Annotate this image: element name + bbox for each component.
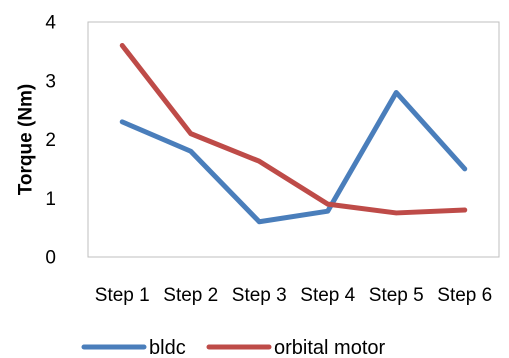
x-tick-label-4: Step 5 — [369, 285, 424, 306]
y-axis-ticks: 0 1 2 3 4 — [45, 13, 56, 269]
y-tick-label-4: 4 — [45, 13, 56, 34]
series-line-0 — [119, 90, 468, 225]
x-tick-label-2: Step 3 — [232, 285, 287, 306]
y-tick-label-1: 1 — [45, 189, 56, 210]
series-lines — [119, 43, 468, 225]
legend-label-1: orbital motor — [274, 337, 385, 358]
series-line-1 — [119, 43, 468, 216]
x-tick-label-5: Step 6 — [437, 285, 492, 306]
y-tick-label-2: 2 — [45, 130, 56, 151]
legend: bldc orbital motor — [81, 337, 385, 358]
x-tick-label-1: Step 2 — [163, 285, 218, 306]
y-tick-label-0: 0 — [45, 248, 56, 269]
x-tick-label-0: Step 1 — [95, 285, 150, 306]
legend-label-0: bldc — [149, 337, 186, 358]
y-tick-label-3: 3 — [45, 71, 56, 92]
x-tick-label-3: Step 4 — [300, 285, 355, 306]
y-axis-title: Torque (Nm) — [16, 84, 37, 196]
plot-area-frame — [87, 21, 500, 258]
x-axis-ticks: Step 1 Step 2 Step 3 Step 4 Step 5 Step 6 — [95, 285, 492, 306]
